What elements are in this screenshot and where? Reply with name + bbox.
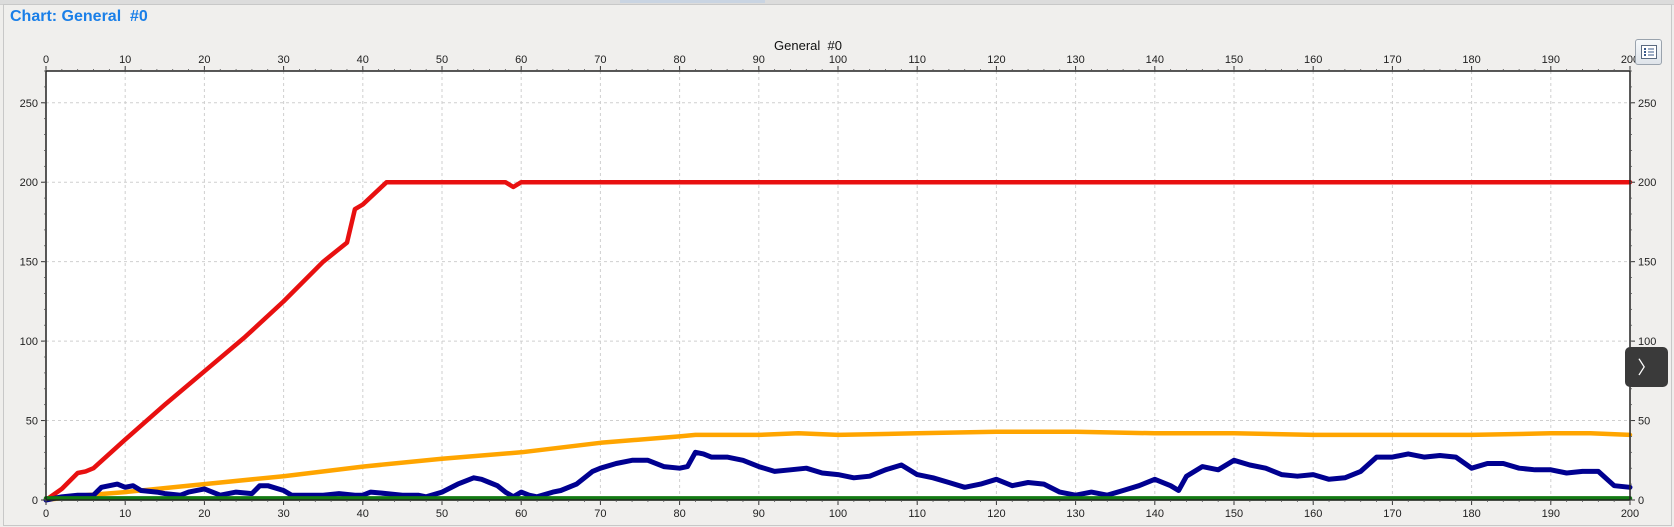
x-tick-label-bottom: 80 [673, 508, 685, 520]
x-tick-label-top: 50 [436, 54, 448, 66]
legend-toggle-button[interactable] [1635, 39, 1662, 65]
x-tick-label-bottom: 110 [908, 508, 926, 520]
x-tick-label-top: 140 [1146, 54, 1164, 66]
x-tick-label-bottom: 40 [357, 508, 369, 520]
x-tick-label-top: 40 [357, 54, 369, 66]
x-tick-label-top: 0 [43, 54, 49, 66]
chart-title: General #0 [774, 38, 842, 53]
x-tick-label-bottom: 10 [119, 508, 131, 520]
x-tick-label-bottom: 0 [43, 508, 49, 520]
y-tick-label-left: 200 [20, 177, 38, 189]
x-tick-label-bottom: 120 [987, 508, 1005, 520]
x-tick-label-top: 80 [673, 54, 685, 66]
x-tick-label-top: 110 [908, 54, 926, 66]
x-tick-label-top: 20 [198, 54, 210, 66]
y-tick-label-right: 150 [1638, 257, 1656, 269]
series-line-0 [43, 179, 1633, 503]
window-title: Chart: General #0 [10, 8, 148, 25]
x-tick-label-top: 160 [1304, 54, 1322, 66]
x-tick-label-bottom: 170 [1383, 508, 1401, 520]
x-tick-label-top: 170 [1383, 54, 1401, 66]
x-tick-label-bottom: 190 [1542, 508, 1560, 520]
x-tick-label-top: 180 [1462, 54, 1480, 66]
x-tick-label-top: 90 [753, 54, 765, 66]
y-tick-label-left: 150 [20, 257, 38, 269]
x-tick-label-bottom: 180 [1462, 508, 1480, 520]
x-tick-label-bottom: 150 [1225, 508, 1243, 520]
x-tick-label-top: 100 [829, 54, 847, 66]
x-tick-label-bottom: 100 [829, 508, 847, 520]
x-tick-label-top: 150 [1225, 54, 1243, 66]
x-tick-label-bottom: 90 [753, 508, 765, 520]
y-tick-label-right: 50 [1638, 416, 1650, 428]
y-tick-label-right: 0 [1638, 495, 1644, 507]
x-tick-label-bottom: 160 [1304, 508, 1322, 520]
x-tick-label-bottom: 130 [1066, 508, 1084, 520]
list-icon [1640, 45, 1657, 59]
x-tick-label-top: 190 [1542, 54, 1560, 66]
chevron-right-icon: 〉 [1637, 358, 1656, 379]
x-tick-label-bottom: 140 [1146, 508, 1164, 520]
series-line-1 [43, 429, 1633, 503]
y-tick-label-left: 100 [20, 336, 38, 348]
x-tick-label-top: 130 [1066, 54, 1084, 66]
side-panel-toggle-button[interactable]: 〉 [1625, 347, 1668, 387]
y-tick-label-left: 0 [32, 495, 38, 507]
y-tick-label-right: 200 [1638, 177, 1656, 189]
x-tick-label-bottom: 60 [515, 508, 527, 520]
x-tick-label-top: 70 [594, 54, 606, 66]
tab-highlight [620, 0, 765, 3]
x-tick-label-top: 200 [1621, 54, 1639, 66]
x-tick-label-top: 60 [515, 54, 527, 66]
x-tick-label-bottom: 70 [594, 508, 606, 520]
y-tick-label-right: 250 [1638, 98, 1656, 110]
series-line-2 [43, 449, 1633, 503]
x-tick-label-bottom: 30 [277, 508, 289, 520]
x-tick-label-bottom: 50 [436, 508, 448, 520]
x-tick-label-top: 30 [277, 54, 289, 66]
x-tick-label-top: 120 [987, 54, 1005, 66]
y-tick-label-right: 100 [1638, 336, 1656, 348]
y-tick-label-left: 250 [20, 98, 38, 110]
x-tick-label-bottom: 20 [198, 508, 210, 520]
plot-area [46, 71, 1630, 500]
x-tick-label-bottom: 200 [1621, 508, 1639, 520]
y-tick-label-left: 50 [26, 416, 38, 428]
x-tick-label-top: 10 [119, 54, 131, 66]
